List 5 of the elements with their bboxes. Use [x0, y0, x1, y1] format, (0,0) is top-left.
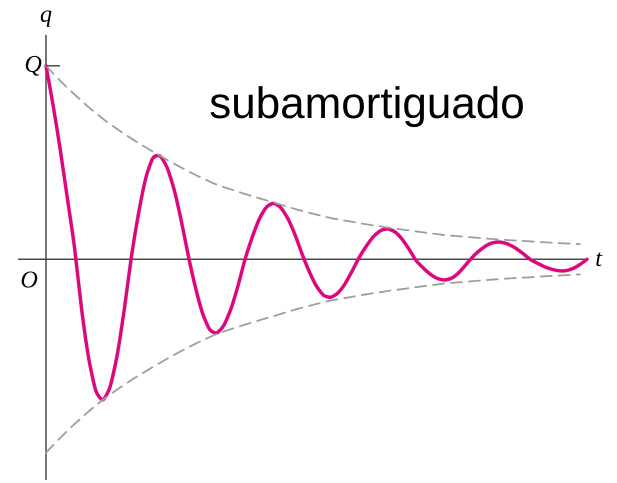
text: O	[22, 271, 38, 288]
y-axis-title: q	[40, 10, 52, 27]
x-axis-title: t	[596, 252, 602, 266]
annotation: subamortiguado	[210, 86, 523, 128]
text: Q	[26, 56, 42, 76]
